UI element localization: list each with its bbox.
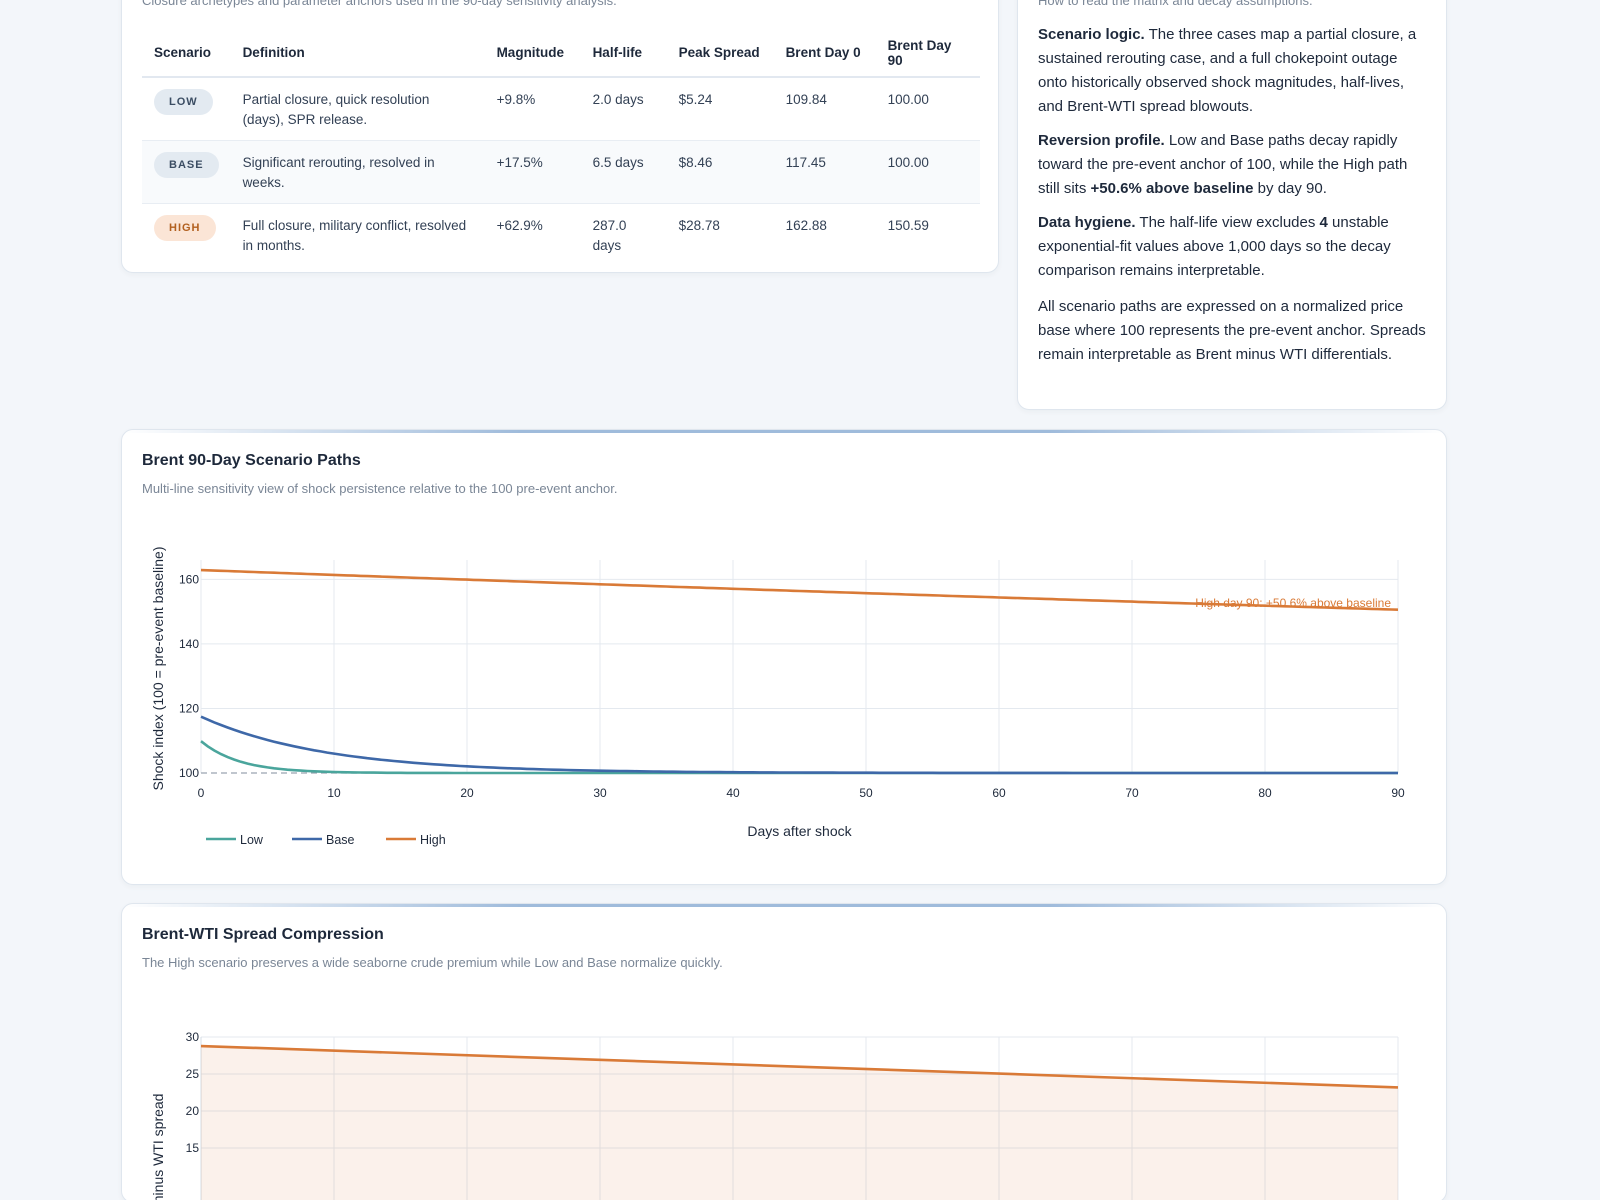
scenario-paths-chart: 0 10 20 30 40 50 60 70 80 90 100 120 140 160 High day … (150, 547, 1405, 847)
column-header-scenario: Scenario (142, 29, 231, 78)
chart-title: Brent-WTI Spread Compression (142, 926, 384, 943)
brent-day90-cell: 100.00 (875, 140, 980, 204)
y-tick-label: 160 (179, 572, 199, 586)
brent-day0-cell: 117.45 (773, 140, 876, 204)
series-line-low (200, 740, 1398, 775)
scenario-matrix-card: Closure archetypes and parameter anchors… (121, 0, 999, 273)
scenario-paths-chart-card: Brent 90-Day Scenario Paths Multi-line s… (121, 429, 1447, 885)
peak-spread-cell: $8.46 (666, 140, 774, 204)
x-tick-label: 20 (460, 786, 474, 800)
brent-day90-cell: 100.00 (875, 77, 980, 141)
magnitude-cell: +17.5% (484, 140, 581, 204)
note-normalized-base: All scenario paths are expressed on a no… (1038, 298, 1426, 363)
matrix-subtitle: Closure archetypes and parameter anchors… (142, 0, 617, 8)
spread-compression-chart-card: Brent-WTI Spread Compression The High sc… (121, 903, 1447, 1200)
y-tick-label: 140 (179, 637, 199, 651)
peak-spread-cell: $5.24 (666, 77, 774, 141)
notes-subtitle: How to read the matrix and decay assumpt… (1038, 0, 1313, 8)
high-day90-annotation: High day 90: +50.6% above baseline (1195, 596, 1391, 610)
table-header-row: Scenario Definition Magnitude Half-life … (142, 29, 980, 78)
y-tick-label: 100 (179, 766, 199, 780)
column-header-brent-day90: Brent Day 90 (875, 29, 980, 78)
column-header-definition: Definition (230, 29, 485, 78)
y-tick-label: 120 (179, 701, 199, 715)
peak-spread-cell: $28.78 (678, 217, 720, 233)
chart-title: Brent 90-Day Scenario Paths (142, 452, 361, 469)
legend-label-base: Base (326, 833, 355, 847)
scenario-badge-base: BASE (154, 151, 219, 178)
brent-day90-cell: 150.59 (887, 217, 929, 233)
brent-day0-cell: 109.84 (773, 77, 876, 141)
definition-cell: Full closure, military conflict, resolve… (242, 217, 467, 253)
note-label: Data hygiene. (1038, 214, 1136, 231)
column-header-magnitude: Magnitude (484, 29, 581, 78)
x-tick-label: 90 (1391, 786, 1405, 800)
table-row: HIGH Full closure, military conflict, re… (142, 203, 980, 266)
y-axis-label: Shock index (100 = pre-event baseline) (150, 547, 166, 791)
x-tick-label: 70 (1125, 786, 1139, 800)
x-tick-label: 50 (859, 786, 873, 800)
y-tick-label: 20 (186, 1104, 200, 1118)
scenario-badge-high: HIGH (154, 214, 216, 241)
note-label: Scenario logic. (1038, 26, 1145, 43)
magnitude-cell: +9.8% (484, 77, 581, 141)
chart-subtitle: The High scenario preserves a wide seabo… (142, 955, 723, 970)
column-header-peak-spread: Peak Spread (666, 29, 774, 78)
column-header-half-life: Half-life (580, 29, 667, 78)
note-scenario-logic: Scenario logic. The three cases map a pa… (1038, 26, 1417, 115)
y-tick-label: 25 (186, 1067, 200, 1081)
note-label: Reversion profile. (1038, 132, 1165, 149)
x-tick-label: 40 (726, 786, 740, 800)
half-life-cell: 2.0 days (580, 77, 667, 141)
x-tick-label: 80 (1258, 786, 1272, 800)
high-spread-line (200, 1044, 1399, 1089)
legend-label-high: High (420, 833, 446, 847)
x-tick-label: 10 (327, 786, 341, 800)
definition-cell: Partial closure, quick resolution (days)… (230, 77, 485, 141)
notes-card: How to read the matrix and decay assumpt… (1017, 0, 1447, 410)
y-tick-label: 30 (186, 1030, 200, 1044)
spread-compression-chart: 15 20 25 30 Brent minus WTI spread (150, 1030, 1399, 1200)
half-life-cell: 287.0 days (592, 217, 627, 253)
series-line-high (200, 568, 1399, 611)
half-life-cell: 6.5 days (580, 140, 667, 204)
definition-cell: Significant rerouting, resolved in weeks… (230, 140, 485, 204)
magnitude-cell: +62.9% (496, 217, 543, 233)
note-data-hygiene: Data hygiene. The half-life view exclude… (1038, 214, 1391, 279)
chart-subtitle: Multi-line sensitivity view of shock per… (142, 481, 618, 496)
column-header-brent-day0: Brent Day 0 (773, 29, 876, 78)
scenario-matrix-table: Scenario Definition Magnitude Half-life … (142, 29, 980, 266)
x-tick-label: 0 (198, 786, 205, 800)
series-line-base (200, 715, 1398, 775)
table-row: LOW Partial closure, quick resolution (d… (142, 77, 980, 141)
y-axis-label: Brent minus WTI spread (150, 1094, 166, 1200)
legend-label-low: Low (240, 833, 264, 847)
note-reversion-profile: Reversion profile. Low and Base paths de… (1038, 132, 1408, 197)
x-tick-label: 60 (992, 786, 1006, 800)
scenario-badge-low: LOW (154, 89, 213, 115)
table-row: BASE Significant rerouting, resolved in … (142, 140, 980, 204)
y-tick-label: 15 (186, 1141, 200, 1155)
x-tick-label: 30 (593, 786, 607, 800)
high-spread-area (201, 1046, 1398, 1200)
brent-day0-cell: 162.88 (785, 217, 827, 233)
x-axis-label: Days after shock (747, 823, 852, 839)
